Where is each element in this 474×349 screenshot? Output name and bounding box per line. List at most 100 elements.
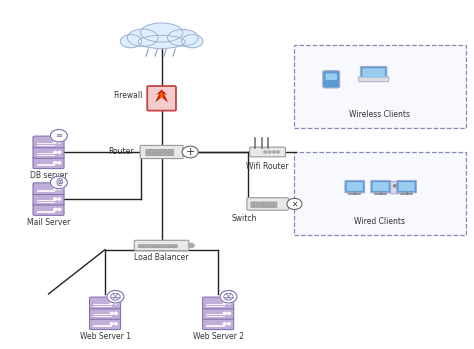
Text: Switch: Switch: [231, 214, 257, 223]
FancyBboxPatch shape: [169, 149, 173, 153]
Circle shape: [58, 141, 61, 143]
Text: DB server: DB server: [30, 171, 67, 180]
FancyBboxPatch shape: [169, 153, 173, 156]
Text: Load Balancer: Load Balancer: [134, 253, 189, 262]
FancyBboxPatch shape: [146, 149, 150, 153]
Circle shape: [54, 141, 56, 143]
FancyBboxPatch shape: [399, 182, 415, 191]
Ellipse shape: [120, 35, 142, 48]
FancyBboxPatch shape: [391, 181, 399, 194]
Circle shape: [58, 208, 61, 210]
FancyBboxPatch shape: [151, 153, 155, 156]
Text: Web Server 1: Web Server 1: [80, 332, 130, 341]
FancyBboxPatch shape: [274, 205, 277, 208]
Circle shape: [182, 146, 198, 158]
Text: ✕: ✕: [292, 199, 298, 208]
FancyBboxPatch shape: [371, 180, 391, 193]
FancyBboxPatch shape: [149, 244, 152, 248]
Circle shape: [58, 198, 61, 200]
FancyBboxPatch shape: [155, 149, 159, 153]
FancyBboxPatch shape: [261, 202, 264, 205]
FancyBboxPatch shape: [323, 70, 340, 88]
FancyBboxPatch shape: [33, 136, 64, 148]
Circle shape: [110, 312, 113, 314]
FancyBboxPatch shape: [152, 244, 155, 248]
Circle shape: [54, 162, 56, 164]
Ellipse shape: [182, 35, 203, 48]
Circle shape: [54, 198, 56, 200]
Circle shape: [277, 151, 279, 153]
Circle shape: [228, 302, 230, 304]
FancyBboxPatch shape: [33, 193, 64, 205]
FancyBboxPatch shape: [141, 244, 144, 248]
Circle shape: [110, 323, 113, 325]
FancyBboxPatch shape: [360, 66, 387, 80]
FancyBboxPatch shape: [247, 198, 288, 210]
FancyBboxPatch shape: [140, 146, 183, 158]
FancyBboxPatch shape: [155, 153, 159, 156]
Text: Wifi Router: Wifi Router: [246, 162, 289, 171]
Text: +: +: [185, 147, 195, 157]
FancyBboxPatch shape: [158, 244, 161, 248]
FancyBboxPatch shape: [160, 149, 164, 153]
FancyBboxPatch shape: [166, 244, 169, 248]
FancyBboxPatch shape: [33, 183, 64, 195]
Circle shape: [268, 151, 271, 153]
FancyBboxPatch shape: [90, 318, 120, 329]
FancyBboxPatch shape: [254, 205, 257, 208]
FancyBboxPatch shape: [175, 244, 178, 248]
FancyBboxPatch shape: [257, 202, 261, 205]
FancyBboxPatch shape: [345, 180, 365, 193]
FancyBboxPatch shape: [90, 307, 120, 319]
Circle shape: [110, 302, 113, 304]
FancyBboxPatch shape: [362, 68, 385, 78]
FancyBboxPatch shape: [134, 240, 189, 251]
Text: Firewall: Firewall: [113, 91, 143, 100]
FancyBboxPatch shape: [293, 45, 465, 128]
Circle shape: [264, 151, 267, 153]
FancyBboxPatch shape: [202, 297, 234, 309]
FancyBboxPatch shape: [250, 147, 285, 157]
FancyBboxPatch shape: [90, 297, 120, 309]
FancyBboxPatch shape: [33, 157, 64, 169]
FancyBboxPatch shape: [373, 182, 389, 191]
Circle shape: [115, 323, 117, 325]
FancyBboxPatch shape: [33, 147, 64, 158]
Polygon shape: [159, 91, 164, 100]
Circle shape: [115, 312, 117, 314]
FancyBboxPatch shape: [264, 205, 267, 208]
Circle shape: [50, 129, 67, 142]
Ellipse shape: [140, 23, 183, 42]
FancyBboxPatch shape: [326, 73, 337, 80]
FancyBboxPatch shape: [271, 205, 274, 208]
Ellipse shape: [128, 29, 158, 46]
FancyBboxPatch shape: [202, 318, 234, 329]
Circle shape: [223, 323, 226, 325]
Circle shape: [54, 151, 56, 153]
FancyBboxPatch shape: [172, 244, 175, 248]
FancyBboxPatch shape: [202, 307, 234, 319]
FancyBboxPatch shape: [271, 202, 274, 205]
FancyBboxPatch shape: [358, 77, 389, 82]
FancyBboxPatch shape: [146, 153, 150, 156]
Circle shape: [54, 208, 56, 210]
Polygon shape: [155, 90, 168, 103]
FancyBboxPatch shape: [144, 244, 146, 248]
FancyBboxPatch shape: [160, 153, 164, 156]
FancyBboxPatch shape: [347, 182, 363, 191]
Circle shape: [54, 188, 56, 190]
Circle shape: [189, 243, 194, 247]
FancyBboxPatch shape: [267, 205, 271, 208]
Ellipse shape: [167, 29, 198, 46]
Circle shape: [58, 151, 61, 153]
FancyBboxPatch shape: [155, 244, 158, 248]
Circle shape: [228, 323, 230, 325]
Circle shape: [223, 302, 226, 304]
Text: Web Server 2: Web Server 2: [192, 332, 244, 341]
FancyBboxPatch shape: [164, 244, 166, 248]
Text: Mail Server: Mail Server: [27, 218, 70, 227]
FancyBboxPatch shape: [151, 149, 155, 153]
FancyBboxPatch shape: [254, 202, 257, 205]
FancyBboxPatch shape: [138, 244, 141, 248]
Circle shape: [220, 290, 237, 303]
